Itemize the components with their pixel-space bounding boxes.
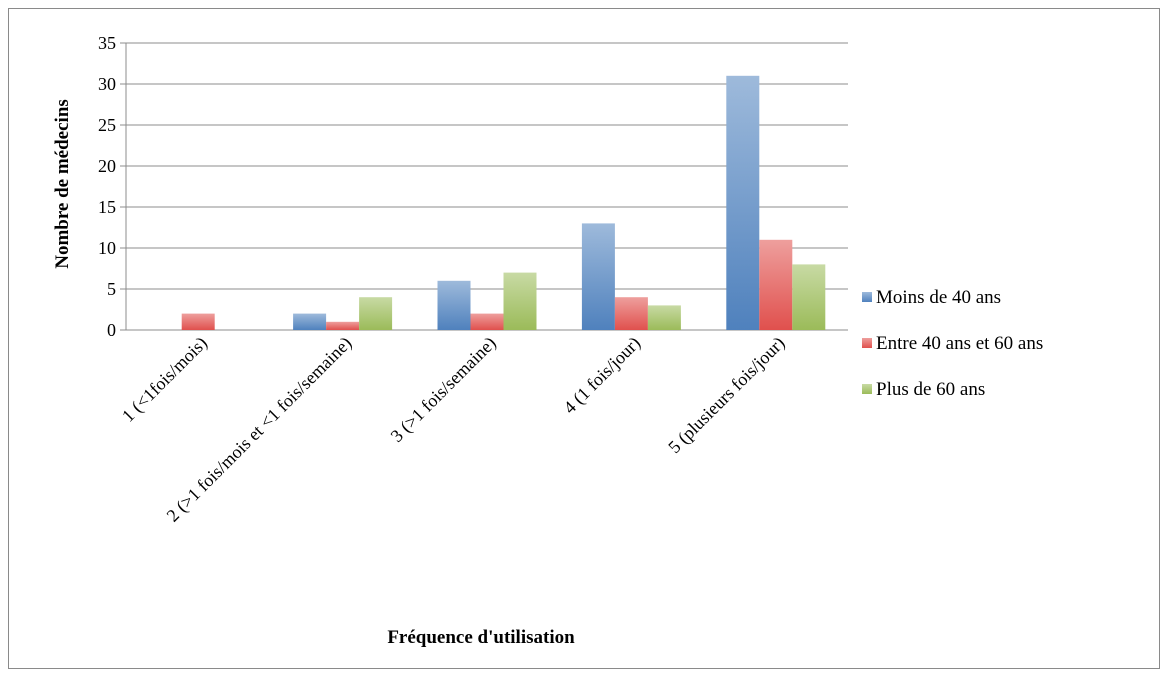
legend-swatch xyxy=(862,384,872,394)
x-tick-label: 4 (1 fois/jour) xyxy=(559,333,645,419)
y-tick-label: 15 xyxy=(98,197,116,217)
y-tick-labels: 0 5 10 15 20 25 30 35 xyxy=(98,33,116,340)
bar xyxy=(581,223,615,330)
x-tick-label: 3 (>1 fois/semaine) xyxy=(387,333,501,447)
bar xyxy=(470,313,504,330)
bar xyxy=(181,313,215,330)
x-axis-title: Fréquence d'utilisation xyxy=(387,627,575,648)
x-tick-label: 1 (<1fois/mois) xyxy=(118,333,212,427)
y-tick-label: 0 xyxy=(107,320,116,340)
legend-label: Entre 40 ans et 60 ans xyxy=(876,333,1043,354)
bar xyxy=(503,272,537,330)
y-axis-title: Nombre de médecins xyxy=(52,99,73,269)
y-tick-label: 35 xyxy=(98,33,116,53)
legend-label: Plus de 60 ans xyxy=(876,379,985,400)
y-tick-label: 30 xyxy=(98,74,116,94)
legend-swatch xyxy=(862,292,872,302)
bar xyxy=(359,297,393,330)
bars xyxy=(181,75,826,330)
legend: Moins de 40 ans Entre 40 ans et 60 ans Plu… xyxy=(862,287,1043,400)
bar xyxy=(647,305,681,330)
y-tick-label: 25 xyxy=(98,115,116,135)
x-tick-labels: 1 (<1fois/mois)2 (>1 fois/mois et <1 foi… xyxy=(118,333,789,527)
bar xyxy=(437,280,471,330)
y-tick-label: 5 xyxy=(107,279,116,299)
bar xyxy=(326,321,360,330)
legend-swatch xyxy=(862,338,872,348)
y-tick-label: 10 xyxy=(98,238,116,258)
bar xyxy=(726,75,760,330)
y-tick-label: 20 xyxy=(98,156,116,176)
bar xyxy=(614,297,648,330)
x-tick-label: 5 (plusieurs fois/jour) xyxy=(664,333,789,458)
legend-label: Moins de 40 ans xyxy=(876,287,1001,308)
bar xyxy=(293,313,327,330)
bar xyxy=(792,264,826,330)
chart-frame xyxy=(8,8,1160,669)
bar xyxy=(759,239,793,330)
